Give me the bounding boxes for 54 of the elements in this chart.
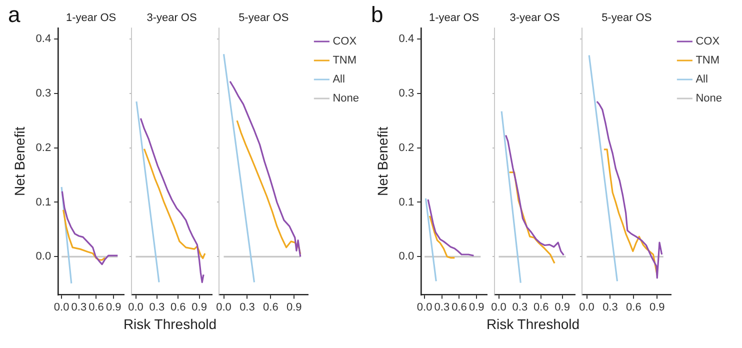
y-tick-label: 0.3 <box>36 87 52 100</box>
chart-title: 5-year OS <box>238 12 289 24</box>
y-tick-label: 0.1 <box>36 196 52 208</box>
x-tick-label: 0.3 <box>240 301 255 314</box>
y-tick-label: 0.4 <box>398 32 414 45</box>
legend-label: TNM <box>696 54 720 67</box>
y-tick-label: 0.2 <box>398 142 414 154</box>
legend-label: None <box>332 92 359 105</box>
x-tick-label: 0.0 <box>579 301 594 314</box>
legend-label: All <box>332 74 345 86</box>
x-tick-label: 0.0 <box>128 301 144 314</box>
x-tick-label: 0.3 <box>434 301 450 314</box>
y-tick-label: 0.1 <box>398 196 414 208</box>
y-tick-label: 0.0 <box>398 250 414 263</box>
legend-label: All <box>696 74 708 86</box>
chart-title: 1-year OS <box>428 12 480 24</box>
x-tick-label: 0.6 <box>533 301 549 314</box>
x-tick-label: 0.9 <box>286 301 302 314</box>
x-tick-label: 0.3 <box>512 301 528 314</box>
y-axis-title: Net Benefit <box>374 126 390 196</box>
x-tick-label: 0.0 <box>416 301 432 314</box>
legend-label: COX <box>332 36 358 48</box>
x-tick-label: 0.0 <box>491 301 506 314</box>
y-tick-label: 0.3 <box>398 87 414 100</box>
x-tick-label: 0.6 <box>263 301 278 314</box>
chart-title: 3-year OS <box>510 12 560 24</box>
legend-label: None <box>696 92 722 105</box>
x-tick-label: 0.0 <box>54 301 70 314</box>
x-tick-label: 0.9 <box>649 301 665 314</box>
legend-label: TNM <box>332 54 357 67</box>
x-axis-title: Risk Threshold <box>485 316 581 332</box>
y-tick-label: 0.0 <box>36 250 52 263</box>
x-tick-label: 0.9 <box>468 301 484 314</box>
x-tick-label: 0.6 <box>626 301 642 314</box>
text: b <box>371 2 384 28</box>
y-tick-label: 0.4 <box>36 32 52 45</box>
x-tick-label: 0.6 <box>170 301 186 314</box>
x-tick-label: 0.9 <box>192 301 207 314</box>
chart-title: 5-year OS <box>602 12 652 24</box>
x-tick-label: 0.3 <box>149 301 165 314</box>
chart-title: 1-year OS <box>66 12 116 24</box>
x-tick-label: 0.6 <box>88 301 104 314</box>
x-tick-label: 0.9 <box>106 301 122 314</box>
legend-label: COX <box>696 36 720 48</box>
x-tick-label: 0.0 <box>216 301 232 314</box>
text: a <box>8 2 20 28</box>
y-tick-label: 0.2 <box>36 142 52 154</box>
x-tick-label: 0.6 <box>452 301 467 314</box>
x-tick-label: 0.3 <box>71 301 87 314</box>
x-axis-title: Risk Threshold <box>122 316 218 332</box>
y-axis-title: Net Benefit <box>11 126 28 196</box>
x-tick-label: 0.9 <box>554 301 570 314</box>
x-tick-label: 0.3 <box>602 301 618 314</box>
chart-title: 3-year OS <box>146 12 197 24</box>
